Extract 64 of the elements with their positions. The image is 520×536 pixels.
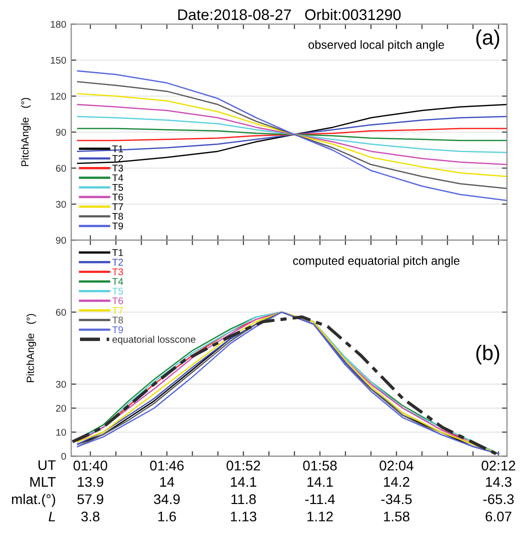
- text: T4: [112, 278, 124, 285]
- text: T6: [112, 297, 123, 304]
- y-tick-label: 90: [56, 236, 66, 244]
- y-tick-label: 10: [56, 428, 66, 436]
- legend-label: T9: [112, 222, 123, 230]
- y-tick-label: 20: [56, 404, 66, 412]
- text: T8: [112, 316, 123, 324]
- text: T7: [112, 307, 123, 314]
- x-tick-label: 01:58: [303, 460, 337, 471]
- text: T9: [112, 326, 123, 334]
- text: 1.6: [158, 512, 176, 522]
- text: T2: [112, 258, 123, 266]
- text: MLT: [30, 477, 56, 487]
- text: T5: [112, 288, 124, 295]
- text: L: [48, 512, 56, 522]
- text: 14.3: [486, 477, 512, 487]
- x-axis-title: UT: [38, 460, 56, 470]
- x-tick-label: 01:40: [74, 460, 108, 471]
- text: 14: [160, 477, 174, 487]
- legend-label: T8: [112, 212, 123, 220]
- text: T1: [112, 249, 123, 256]
- y-tick-label: 180: [50, 20, 66, 28]
- legend-label: equatorial losscone: [112, 336, 196, 345]
- annotation: (a): [476, 30, 500, 49]
- legend-label: T3: [112, 164, 123, 172]
- text: 6.07: [486, 512, 512, 522]
- annotation: (b): [476, 344, 500, 364]
- x-tick-label: 01:46: [150, 460, 184, 471]
- legend-label: T6: [112, 194, 123, 201]
- text: -65.3: [483, 494, 514, 504]
- text: 1.12: [307, 512, 333, 522]
- text: 11.8: [231, 494, 256, 504]
- annotation: observed local pitch angle: [308, 40, 444, 52]
- y-axis-title: PitchAngle (°): [21, 98, 31, 166]
- y-tick-label: 120: [50, 92, 66, 100]
- legend-label: T7: [112, 203, 123, 210]
- y-tick-label: 90: [56, 128, 66, 136]
- text: 14.2: [384, 477, 410, 487]
- y-tick-label: 60: [56, 164, 66, 172]
- chart-title: Date:2018-08-27 Orbit:0031290: [178, 8, 401, 20]
- x-tick-label: 01:52: [226, 460, 260, 471]
- text: 14.1: [230, 477, 256, 487]
- y-tick-label: 0: [61, 452, 66, 460]
- text: 13.9: [78, 477, 104, 487]
- legend-label: T4: [112, 174, 124, 182]
- text: 3.8: [81, 512, 100, 522]
- text: -34.5: [381, 494, 412, 504]
- y-tick-label: 60: [56, 308, 66, 316]
- text: 1.58: [384, 512, 410, 522]
- legend-label: T5: [112, 184, 124, 191]
- x-tick-label: 02:04: [380, 460, 414, 471]
- text: 34.9: [154, 494, 180, 504]
- text: mlat.(°): [12, 494, 56, 507]
- x-tick-label: 02:12: [482, 460, 516, 471]
- text: 57.9: [77, 494, 104, 504]
- text: T3: [112, 268, 123, 276]
- y-tick-label: 150: [50, 56, 66, 64]
- y-axis-title: PitchAngle (°): [26, 314, 36, 382]
- text: 1.13: [230, 512, 256, 522]
- text: -11.4: [305, 494, 335, 504]
- y-tick-label: 30: [56, 200, 66, 208]
- text: 14.1: [307, 477, 333, 487]
- y-tick-label: 30: [56, 380, 66, 388]
- annotation: computed equatorial pitch angle: [293, 256, 460, 268]
